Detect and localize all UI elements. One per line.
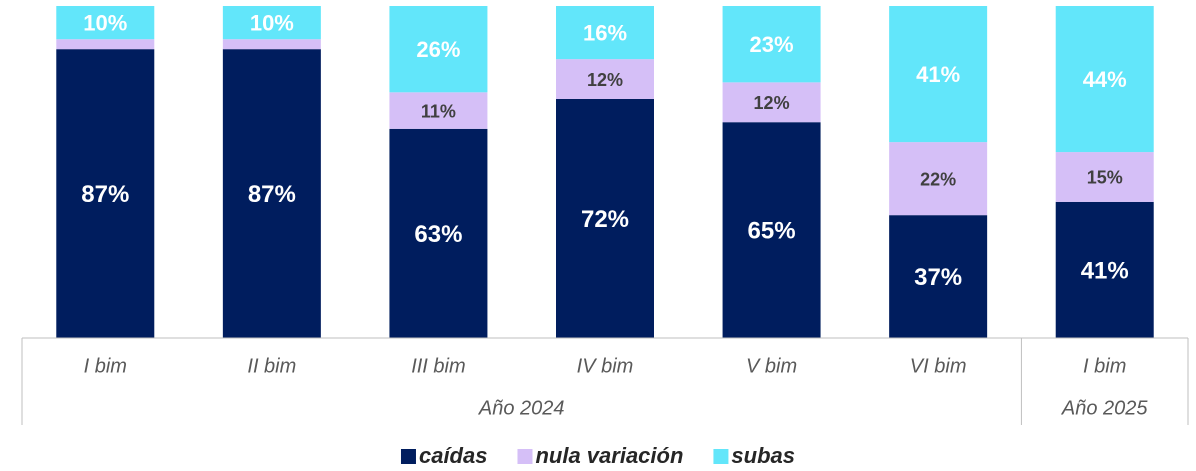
bar-segment: [556, 98, 654, 339]
value-label: 22%: [920, 169, 956, 189]
bar-segment: [1055, 152, 1154, 202]
value-label: 63%: [414, 221, 462, 248]
x-tick-label: III bim: [411, 355, 465, 377]
legend-swatch: [517, 449, 533, 464]
bar-segment: [889, 6, 988, 143]
legend-swatch: [713, 449, 729, 464]
bar-segment: [56, 39, 155, 50]
bar-segment: [722, 6, 821, 83]
value-label: 23%: [750, 32, 794, 57]
x-tick-label: VI bim: [910, 355, 967, 377]
bar-segment: [556, 6, 654, 60]
bar-segment: [889, 142, 988, 216]
x-tick-label: II bim: [247, 355, 296, 377]
bar-segment: [56, 49, 155, 338]
x-tick-label: I bim: [84, 355, 127, 377]
bar-segment: [56, 6, 155, 40]
x-tick-label: IV bim: [577, 355, 634, 377]
x-tick-label: I bim: [1083, 355, 1126, 377]
bar-segment: [556, 59, 654, 99]
bar-segment: [389, 128, 488, 338]
x-tick-label: V bim: [746, 355, 797, 377]
value-label: 87%: [81, 181, 129, 208]
value-label: 41%: [916, 62, 960, 87]
value-label: 87%: [248, 181, 296, 208]
legend-swatch: [400, 449, 416, 464]
value-label: 37%: [914, 264, 962, 291]
value-label: 44%: [1083, 67, 1127, 92]
value-label: 15%: [1087, 168, 1123, 188]
bar-segment: [722, 82, 821, 123]
value-label: 12%: [587, 70, 623, 90]
bar-segment: [389, 92, 488, 129]
group-label: Año 2025: [1061, 397, 1149, 419]
value-label: 10%: [83, 10, 127, 35]
legend-label: nula variación: [535, 443, 683, 468]
value-label: 12%: [754, 93, 790, 113]
bar-segment: [389, 6, 488, 93]
bar-segment: [1055, 201, 1154, 338]
value-label: 10%: [250, 10, 294, 35]
bar-segment: [722, 122, 821, 338]
legend-label: caídas: [419, 443, 488, 468]
legend-label: subas: [731, 443, 795, 468]
value-label: 26%: [416, 37, 460, 62]
bar-segment: [222, 49, 321, 338]
value-label: 16%: [583, 20, 627, 45]
value-label: 11%: [421, 101, 456, 121]
value-label: 65%: [748, 217, 796, 244]
bar-segment: [1055, 6, 1154, 153]
bar-segment: [222, 6, 321, 40]
bar-segment: [222, 39, 321, 50]
group-label: Año 2024: [478, 397, 565, 419]
value-label: 72%: [581, 206, 629, 233]
bar-segment: [889, 215, 988, 338]
value-label: 41%: [1081, 257, 1129, 284]
